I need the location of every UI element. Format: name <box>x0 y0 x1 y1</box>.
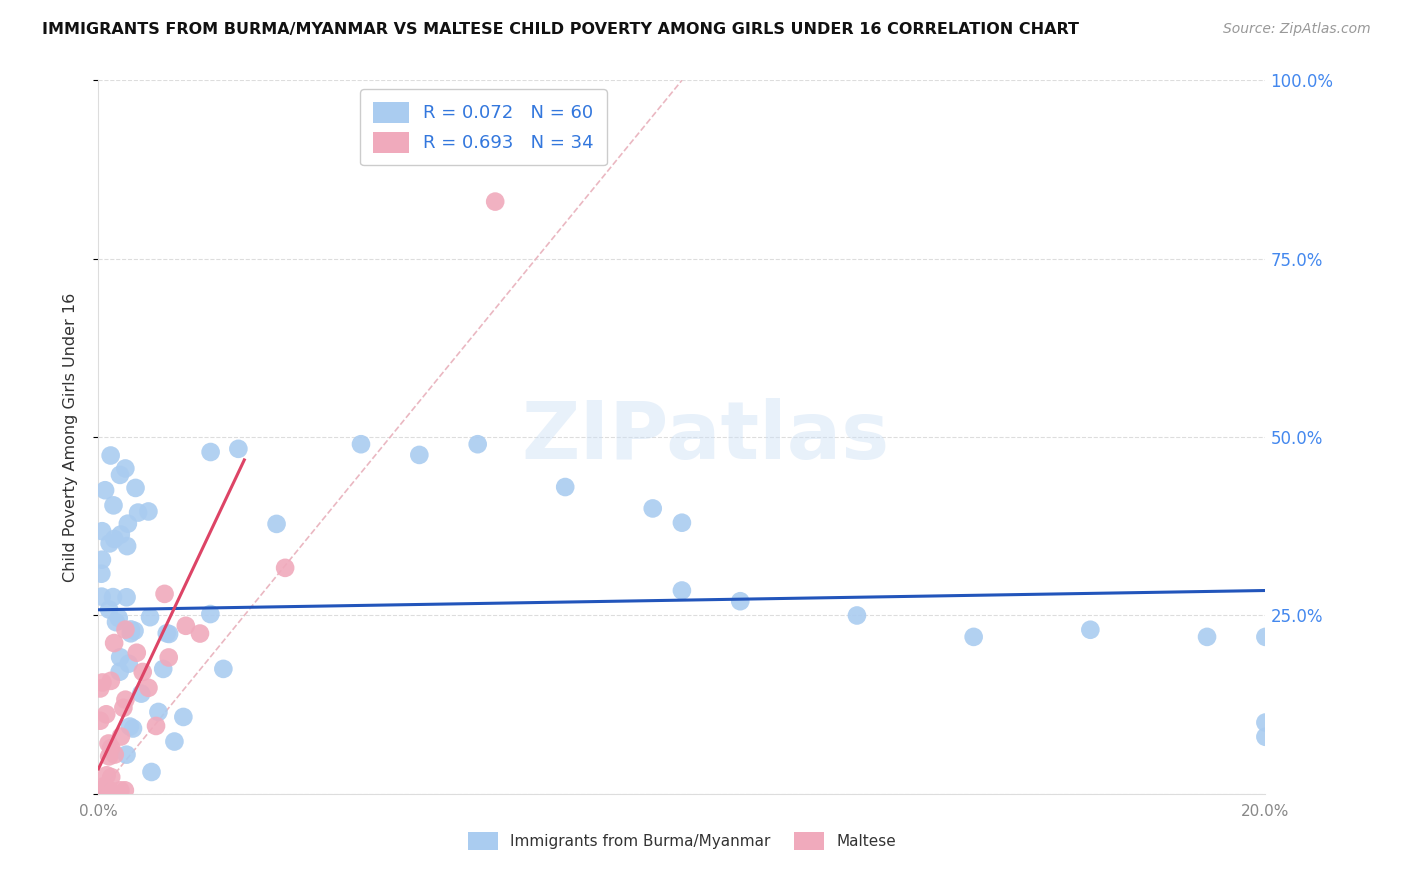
Point <box>641 501 664 516</box>
Point <box>115 747 138 762</box>
Point <box>103 499 125 513</box>
Point <box>98 536 121 550</box>
Point <box>108 650 131 665</box>
Point <box>94 783 117 797</box>
Text: Source: ZipAtlas.com: Source: ZipAtlas.com <box>1223 22 1371 37</box>
Point <box>100 770 122 784</box>
Text: IMMIGRANTS FROM BURMA/MYANMAR VS MALTESE CHILD POVERTY AMONG GIRLS UNDER 16 CORR: IMMIGRANTS FROM BURMA/MYANMAR VS MALTESE… <box>42 22 1080 37</box>
Point <box>200 607 222 621</box>
Point <box>188 626 211 640</box>
Point <box>110 783 132 797</box>
Point <box>108 665 131 679</box>
Point <box>120 626 142 640</box>
Point <box>100 741 122 756</box>
Point <box>1254 715 1277 730</box>
Point <box>93 780 115 794</box>
Point <box>156 626 179 640</box>
Point <box>145 719 167 733</box>
Point <box>138 681 160 695</box>
Point <box>89 714 111 728</box>
Point <box>163 734 186 748</box>
Point <box>110 527 132 541</box>
Point <box>94 483 117 498</box>
Point <box>90 590 112 604</box>
Point <box>115 591 138 605</box>
Point <box>157 650 180 665</box>
Point <box>846 608 869 623</box>
Point <box>122 722 145 736</box>
Point <box>172 710 194 724</box>
Point <box>1195 630 1218 644</box>
Point <box>1080 623 1102 637</box>
Point <box>98 602 121 616</box>
Point <box>91 524 114 539</box>
Point <box>200 445 222 459</box>
Point <box>114 783 136 797</box>
Point <box>153 587 176 601</box>
Point <box>108 467 131 482</box>
Point <box>671 516 693 530</box>
Point <box>101 590 124 604</box>
Point <box>671 583 693 598</box>
Point <box>1254 730 1277 744</box>
Point <box>89 681 111 696</box>
Point <box>90 566 112 581</box>
Point <box>127 506 149 520</box>
Point <box>117 516 139 531</box>
Point <box>118 657 141 671</box>
Point <box>115 539 138 553</box>
Point <box>100 449 122 463</box>
Point <box>89 783 111 797</box>
Point <box>129 687 152 701</box>
Point <box>112 700 135 714</box>
Y-axis label: Child Poverty Among Girls Under 16: Child Poverty Among Girls Under 16 <box>63 293 77 582</box>
Point <box>98 749 121 764</box>
Point <box>1254 630 1277 644</box>
Point <box>114 461 136 475</box>
Point <box>103 636 125 650</box>
Point <box>148 705 170 719</box>
Point <box>118 720 141 734</box>
Point <box>274 561 297 575</box>
Point <box>97 737 120 751</box>
Point <box>124 481 146 495</box>
Point <box>91 675 114 690</box>
Point <box>90 552 112 566</box>
Point <box>96 707 118 722</box>
Point <box>554 480 576 494</box>
Point <box>139 610 162 624</box>
Point <box>408 448 430 462</box>
Point <box>484 194 506 209</box>
Point <box>103 532 125 546</box>
Point <box>104 747 127 762</box>
Point <box>141 764 163 779</box>
Point <box>98 783 121 797</box>
Point <box>107 611 129 625</box>
Point <box>91 783 114 797</box>
Point <box>212 662 235 676</box>
Point <box>100 673 122 688</box>
Point <box>467 437 489 451</box>
Legend: Immigrants from Burma/Myanmar, Maltese: Immigrants from Burma/Myanmar, Maltese <box>460 825 904 857</box>
Point <box>110 730 132 744</box>
Point <box>114 692 136 706</box>
Point <box>94 783 117 797</box>
Point <box>138 504 160 518</box>
Point <box>125 646 148 660</box>
Point <box>730 594 752 608</box>
Point <box>131 665 153 679</box>
Point <box>350 437 373 451</box>
Point <box>105 615 128 630</box>
Point <box>174 619 197 633</box>
Point <box>962 630 984 644</box>
Point <box>266 516 288 531</box>
Point <box>96 768 118 782</box>
Point <box>152 662 174 676</box>
Point <box>114 623 136 637</box>
Text: ZIPatlas: ZIPatlas <box>522 398 890 476</box>
Point <box>124 624 146 638</box>
Point <box>228 442 250 456</box>
Point <box>120 623 142 637</box>
Point <box>157 627 180 641</box>
